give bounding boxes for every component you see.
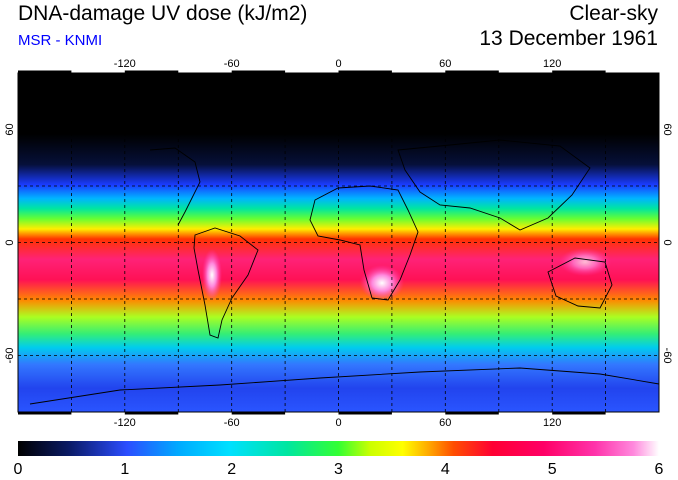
lon-tick-bottom-4: 120	[543, 417, 561, 429]
frame-tick-bars	[18, 70, 606, 415]
colorbar-label-1: 1	[120, 461, 129, 478]
uv-hotspot-south-america	[202, 249, 222, 301]
coast-antarctica	[29, 367, 659, 405]
lon-tick-top-0: -120	[114, 58, 136, 70]
colorbar-label-0: 0	[14, 461, 23, 478]
lat-tick-left-0: 60	[4, 123, 16, 135]
source-label: MSR - KNMI	[18, 32, 103, 49]
coast-north-america	[149, 147, 201, 226]
lon-tick-bottom-0: -120	[114, 417, 136, 429]
coast-africa	[309, 185, 419, 301]
coastlines	[29, 139, 659, 405]
lon-tick-top-1: -60	[224, 58, 240, 70]
colorbar-label-3: 3	[334, 461, 343, 478]
lon-tick-top-3: 60	[439, 58, 451, 70]
colorbar	[18, 441, 659, 456]
uv-hotspot-australia	[559, 248, 611, 276]
graticule	[18, 73, 659, 412]
colorbar-label-2: 2	[227, 461, 236, 478]
coast-australia	[547, 257, 613, 309]
date-label: 13 December 1961	[479, 27, 658, 50]
coast-south-america	[193, 227, 259, 339]
lon-tick-bottom-2: 0	[335, 417, 341, 429]
colorbar-label-5: 5	[548, 461, 557, 478]
coast-eurasia	[397, 139, 591, 231]
lon-tick-top-4: 120	[543, 58, 561, 70]
map-title: DNA-damage UV dose (kJ/m2)	[18, 2, 308, 25]
colorbar-label-4: 4	[441, 461, 450, 478]
lat-tick-right-2: -60	[661, 348, 673, 364]
lat-tick-right-1: 0	[661, 239, 673, 245]
lat-tick-left-1: 0	[4, 239, 16, 245]
colorbar-label-6: 6	[655, 461, 664, 478]
lat-tick-right-0: 60	[661, 123, 673, 135]
lon-tick-bottom-3: 60	[439, 417, 451, 429]
lat-tick-left-2: -60	[4, 348, 16, 364]
sky-condition-label: Clear-sky	[569, 2, 658, 25]
lon-tick-top-2: 0	[335, 58, 341, 70]
uv-hotspot-southern-africa	[360, 265, 404, 301]
lon-tick-bottom-1: -60	[224, 417, 240, 429]
